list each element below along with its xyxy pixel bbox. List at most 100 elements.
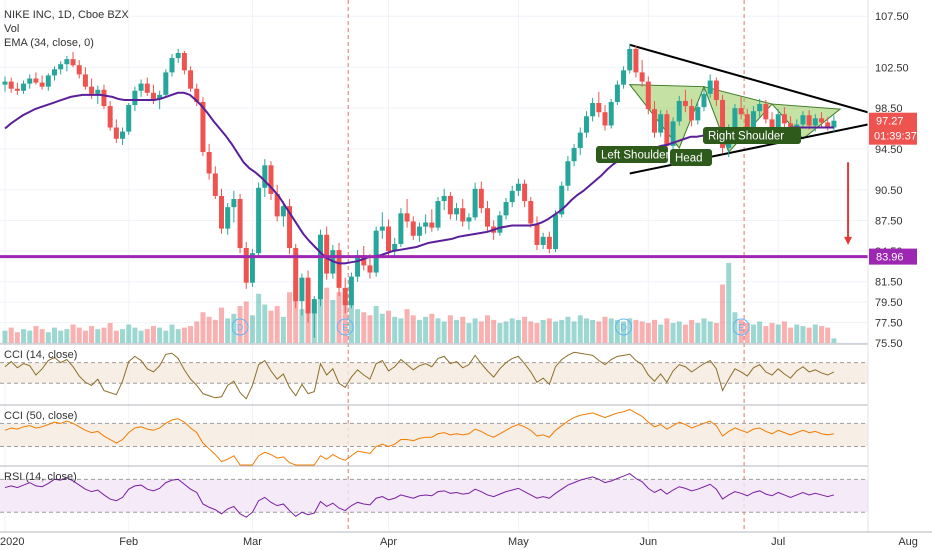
candle-body[interactable]	[95, 89, 101, 94]
candle-body[interactable]	[58, 64, 64, 70]
candle-body[interactable]	[472, 188, 478, 218]
candle-body[interactable]	[262, 165, 268, 188]
candle-body[interactable]	[819, 118, 825, 123]
candle-body[interactable]	[89, 86, 95, 94]
candle-body[interactable]	[571, 147, 577, 162]
candle-body[interactable]	[287, 206, 293, 249]
candle-body[interactable]	[429, 222, 435, 228]
candle-body[interactable]	[701, 93, 707, 108]
candle-body[interactable]	[775, 114, 781, 129]
candle-body[interactable]	[70, 59, 76, 66]
candle-body[interactable]	[404, 213, 410, 222]
candle-body[interactable]	[280, 206, 286, 217]
candle-body[interactable]	[540, 236, 546, 245]
candle-body[interactable]	[138, 83, 144, 91]
candle-body[interactable]	[231, 199, 237, 208]
candle-body[interactable]	[367, 265, 373, 273]
candle-body[interactable]	[355, 255, 361, 277]
candle-body[interactable]	[565, 161, 571, 186]
candle-body[interactable]	[268, 165, 274, 194]
candle-body[interactable]	[763, 104, 769, 120]
candle-body[interactable]	[689, 106, 695, 121]
candle-body[interactable]	[51, 69, 57, 76]
candle-body[interactable]	[33, 78, 39, 83]
candle-body[interactable]	[695, 107, 701, 121]
candle-body[interactable]	[342, 287, 348, 306]
candle-body[interactable]	[311, 299, 317, 314]
candle-body[interactable]	[831, 120, 837, 128]
candle-body[interactable]	[509, 190, 515, 203]
candle-body[interactable]	[460, 208, 466, 222]
candle-body[interactable]	[435, 201, 441, 228]
candle-body[interactable]	[27, 78, 33, 84]
candle-body[interactable]	[144, 83, 150, 93]
candle-body[interactable]	[212, 173, 218, 196]
candle-body[interactable]	[8, 81, 14, 89]
candle-body[interactable]	[243, 248, 249, 283]
candle-body[interactable]	[522, 183, 528, 202]
candles[interactable]	[2, 43, 837, 338]
candle-body[interactable]	[738, 108, 744, 115]
candle-body[interactable]	[497, 215, 503, 233]
candle-body[interactable]	[249, 253, 255, 283]
candle-body[interactable]	[441, 195, 447, 202]
candle-body[interactable]	[707, 80, 713, 94]
candle-body[interactable]	[534, 223, 540, 245]
candle-body[interactable]	[682, 100, 688, 107]
candle-body[interactable]	[150, 92, 156, 99]
candle-body[interactable]	[163, 72, 169, 95]
candle-body[interactable]	[658, 114, 664, 133]
candle-body[interactable]	[757, 104, 763, 112]
candle-body[interactable]	[225, 207, 231, 229]
candle-body[interactable]	[484, 208, 490, 227]
candle-body[interactable]	[528, 201, 534, 224]
candle-body[interactable]	[713, 80, 719, 100]
candle-body[interactable]	[676, 100, 682, 122]
candle-body[interactable]	[188, 70, 194, 89]
candle-body[interactable]	[256, 187, 262, 254]
candle-body[interactable]	[237, 199, 243, 249]
candle-body[interactable]	[373, 230, 379, 273]
candle-body[interactable]	[559, 185, 565, 215]
candle-body[interactable]	[2, 81, 8, 85]
candle-body[interactable]	[293, 248, 299, 302]
candle-body[interactable]	[769, 119, 775, 129]
candle-body[interactable]	[478, 188, 484, 209]
candle-body[interactable]	[825, 122, 831, 128]
candle-body[interactable]	[299, 277, 305, 302]
candle-body[interactable]	[398, 213, 404, 244]
candle-body[interactable]	[132, 90, 138, 106]
candle-body[interactable]	[583, 116, 589, 133]
candle-body[interactable]	[39, 82, 45, 87]
candle-body[interactable]	[113, 127, 119, 139]
candle-body[interactable]	[416, 226, 422, 236]
candle-body[interactable]	[126, 105, 132, 132]
candle-body[interactable]	[76, 65, 82, 75]
candle-body[interactable]	[336, 250, 342, 288]
candle-body[interactable]	[627, 48, 633, 71]
candle-body[interactable]	[590, 103, 596, 117]
candle-body[interactable]	[181, 52, 187, 71]
price-axis[interactable]: 107.50102.5098.5094.5090.5087.5084.5081.…	[867, 0, 932, 550]
candle-body[interactable]	[348, 276, 354, 306]
candle-body[interactable]	[200, 101, 206, 153]
candle-body[interactable]	[317, 234, 323, 300]
candle-body[interactable]	[169, 58, 175, 73]
candle-body[interactable]	[812, 118, 818, 126]
candle-body[interactable]	[732, 108, 738, 130]
candle-body[interactable]	[744, 114, 750, 128]
candle-body[interactable]	[515, 183, 521, 191]
candle-body[interactable]	[157, 94, 163, 99]
candle-body[interactable]	[670, 121, 676, 146]
candle-body[interactable]	[639, 72, 645, 82]
candle-body[interactable]	[466, 217, 472, 222]
candle-body[interactable]	[386, 226, 392, 252]
candle-body[interactable]	[175, 52, 181, 59]
candle-body[interactable]	[64, 59, 70, 65]
candle-body[interactable]	[602, 112, 608, 126]
candle-body[interactable]	[633, 48, 639, 73]
candle-body[interactable]	[750, 111, 756, 128]
candle-body[interactable]	[800, 115, 806, 125]
candle-body[interactable]	[379, 226, 385, 231]
candle-body[interactable]	[652, 109, 657, 133]
